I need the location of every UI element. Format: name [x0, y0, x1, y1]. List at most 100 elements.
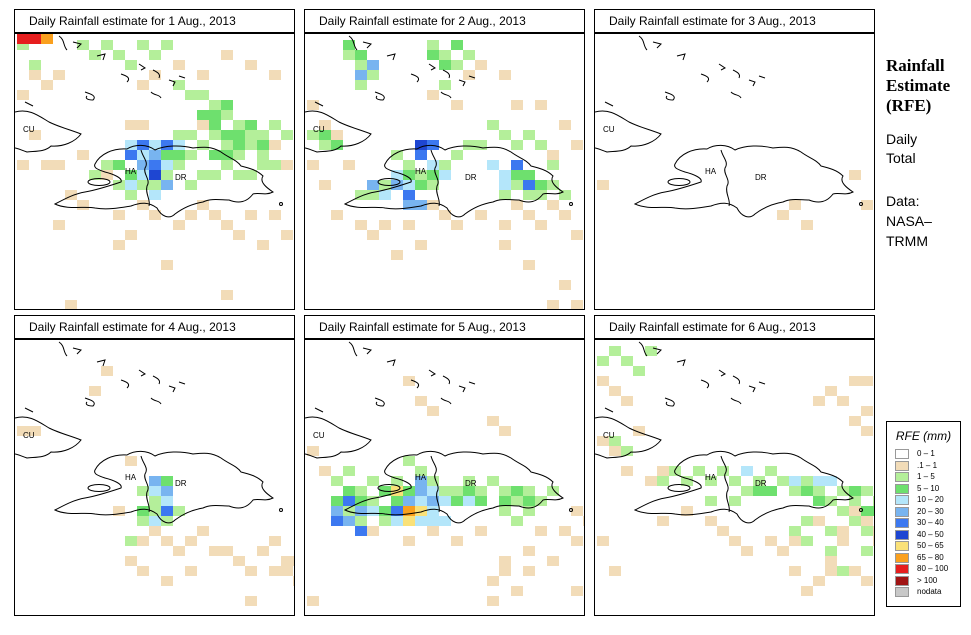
rainfall-cell [209, 110, 221, 120]
coastline-islet [748, 79, 756, 87]
coastline-islet [718, 63, 726, 71]
rainfall-cell [403, 220, 415, 230]
rainfall-cell [535, 526, 547, 536]
rainfall-cell [197, 170, 209, 180]
rainfall-cell [149, 50, 161, 60]
coastline-islet [732, 69, 740, 79]
rainfall-cell [125, 556, 137, 566]
rainfall-cell [597, 180, 609, 190]
legend-label: 5 – 10 [917, 483, 940, 493]
rainfall-cell [451, 220, 463, 230]
coastline-islet [569, 202, 573, 206]
rainfall-cell [741, 546, 753, 556]
rainfall-cell [29, 70, 41, 80]
rainfall-cell [463, 140, 475, 150]
rainfall-cell [547, 150, 559, 160]
rainfall-cell [403, 170, 415, 180]
rainfall-cell [621, 466, 633, 476]
rainfall-cell [487, 596, 499, 606]
coastline-islet [652, 347, 662, 355]
rainfall-cell [511, 486, 523, 496]
rainfall-cell [645, 346, 657, 356]
data-source-line: Data: [886, 193, 920, 209]
coastline-islet [362, 347, 372, 355]
panel-title: Daily Rainfall estimate for 1 Aug., 2013 [14, 9, 295, 33]
coastline-islet [410, 379, 420, 389]
rainfall-cell [257, 140, 269, 150]
rainfall-cell [149, 150, 161, 160]
rainfall-cell [173, 80, 185, 90]
rainfall-cell [173, 140, 185, 150]
rainfall-cell [861, 200, 873, 210]
rainfall-cell [331, 476, 343, 486]
rainfall-cell [475, 526, 487, 536]
coastline-hispaniola [53, 450, 274, 524]
map-canvas: CU HA DR [595, 341, 874, 596]
rainfall-cell [439, 170, 451, 180]
rainfall-cell [765, 536, 777, 546]
coastline-hispaniola [343, 144, 564, 218]
rainfall-cell [499, 170, 511, 180]
rainfall-cell [427, 50, 439, 60]
rainfall-cell [161, 260, 173, 270]
rainfall-cell [29, 130, 41, 140]
rainfall-cell [451, 40, 463, 50]
rainfall-cell [753, 486, 765, 496]
legend-label: 0 – 1 [917, 449, 935, 458]
rainfall-cell [609, 436, 621, 446]
rainfall-cell [427, 526, 439, 536]
rainfall-cell [789, 476, 801, 486]
rainfall-cell [451, 486, 463, 496]
rainfall-cell [137, 566, 149, 576]
rainfall-cell [355, 506, 367, 516]
coastline-islet [652, 41, 662, 49]
rainfall-cell [463, 476, 475, 486]
rainfall-cell [693, 466, 705, 476]
rainfall-cell [415, 170, 427, 180]
rainfall-grid [597, 170, 873, 230]
coastline-islet [279, 202, 283, 206]
country-label-cuba: CU [603, 431, 615, 440]
rainfall-cell [149, 516, 161, 526]
coastline-islet [348, 341, 358, 357]
rainfall-cell [319, 120, 331, 130]
rainfall-cell [113, 506, 125, 516]
rainfall-cell [463, 70, 475, 80]
rainfall-cell [547, 556, 559, 566]
rainfall-cell [185, 536, 197, 546]
coastline-islet [758, 381, 766, 385]
rainfall-cell [137, 170, 149, 180]
rainfall-cell [789, 536, 801, 546]
rainfall-cell [535, 190, 547, 200]
rainfall-cell [523, 566, 535, 576]
rainfall-cell [221, 130, 233, 140]
rainfall-cell [873, 496, 874, 506]
rainfall-cell [269, 120, 281, 130]
rainfall-cell [825, 546, 837, 556]
coastline-islet [732, 375, 740, 385]
map-canvas: CU HA DR [305, 341, 584, 606]
legend-swatch [895, 472, 909, 482]
coastline-islet [859, 508, 863, 512]
period-note-line: Daily [886, 131, 918, 147]
rainfall-cell [197, 200, 209, 210]
rainfall-cell [801, 516, 813, 526]
rainfall-cell [197, 140, 209, 150]
legend-label: .1 – 1 [917, 460, 938, 470]
rainfall-cell [77, 150, 89, 160]
rainfall-cell [161, 576, 173, 586]
rainfall-cell [293, 556, 294, 566]
legend-swatch [895, 541, 909, 551]
rainfall-cell [463, 496, 475, 506]
country-label-haiti: HA [705, 473, 717, 482]
legend-label: 20 – 30 [917, 506, 944, 516]
rainfall-cell [367, 476, 379, 486]
rainfall-cell [343, 496, 355, 506]
rainfall-cell [559, 120, 571, 130]
rainfall-cell [233, 556, 245, 566]
rainfall-cell [535, 496, 547, 506]
rainfall-cell [379, 506, 391, 516]
rainfall-cell [729, 536, 741, 546]
rainfall-map: CU HA DR [14, 33, 295, 310]
rainfall-cell [609, 386, 621, 396]
